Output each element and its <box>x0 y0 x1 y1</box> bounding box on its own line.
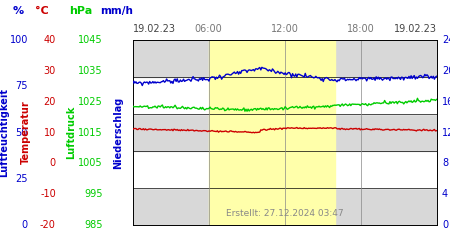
Text: 20: 20 <box>442 66 450 76</box>
Text: 1045: 1045 <box>78 35 103 45</box>
Text: 995: 995 <box>84 189 103 199</box>
Text: 18:00: 18:00 <box>346 24 374 34</box>
Text: 1025: 1025 <box>78 97 103 107</box>
Text: 19.02.23: 19.02.23 <box>133 24 176 34</box>
Text: 16: 16 <box>442 97 450 107</box>
Text: 50: 50 <box>15 128 28 138</box>
Text: 100: 100 <box>9 35 28 45</box>
Text: °C: °C <box>35 6 48 16</box>
Text: 1035: 1035 <box>78 66 103 76</box>
Text: 1015: 1015 <box>78 128 103 138</box>
Text: Erstellt: 27.12.2024 03:47: Erstellt: 27.12.2024 03:47 <box>226 208 343 218</box>
Text: mm/h: mm/h <box>99 6 133 16</box>
Text: 4: 4 <box>442 189 448 199</box>
Text: hPa: hPa <box>69 6 93 16</box>
Text: 0: 0 <box>22 220 28 230</box>
Text: -20: -20 <box>40 220 56 230</box>
Text: -10: -10 <box>40 189 56 199</box>
Bar <box>133 40 436 77</box>
Text: Luftfeuchtigkeit: Luftfeuchtigkeit <box>0 88 9 177</box>
Text: Temperatur: Temperatur <box>21 100 31 164</box>
Bar <box>133 77 436 114</box>
Text: 25: 25 <box>15 174 28 184</box>
Text: 1005: 1005 <box>78 158 103 168</box>
Text: 19.02.23: 19.02.23 <box>393 24 436 34</box>
Text: 24: 24 <box>442 35 450 45</box>
Bar <box>209 40 335 225</box>
Bar <box>133 151 436 188</box>
Text: Luftdruck: Luftdruck <box>66 106 76 159</box>
Bar <box>133 188 436 225</box>
Text: %: % <box>13 6 23 16</box>
Text: 985: 985 <box>84 220 103 230</box>
Text: 06:00: 06:00 <box>195 24 223 34</box>
Text: 75: 75 <box>15 81 28 91</box>
Bar <box>133 114 436 151</box>
Text: 12:00: 12:00 <box>271 24 298 34</box>
Text: 0: 0 <box>442 220 448 230</box>
Text: Niederschlag: Niederschlag <box>113 96 123 168</box>
Text: 40: 40 <box>44 35 56 45</box>
Text: 20: 20 <box>43 97 56 107</box>
Text: 8: 8 <box>442 158 448 168</box>
Text: 10: 10 <box>44 128 56 138</box>
Text: 30: 30 <box>44 66 56 76</box>
Text: 12: 12 <box>442 128 450 138</box>
Text: 0: 0 <box>50 158 56 168</box>
